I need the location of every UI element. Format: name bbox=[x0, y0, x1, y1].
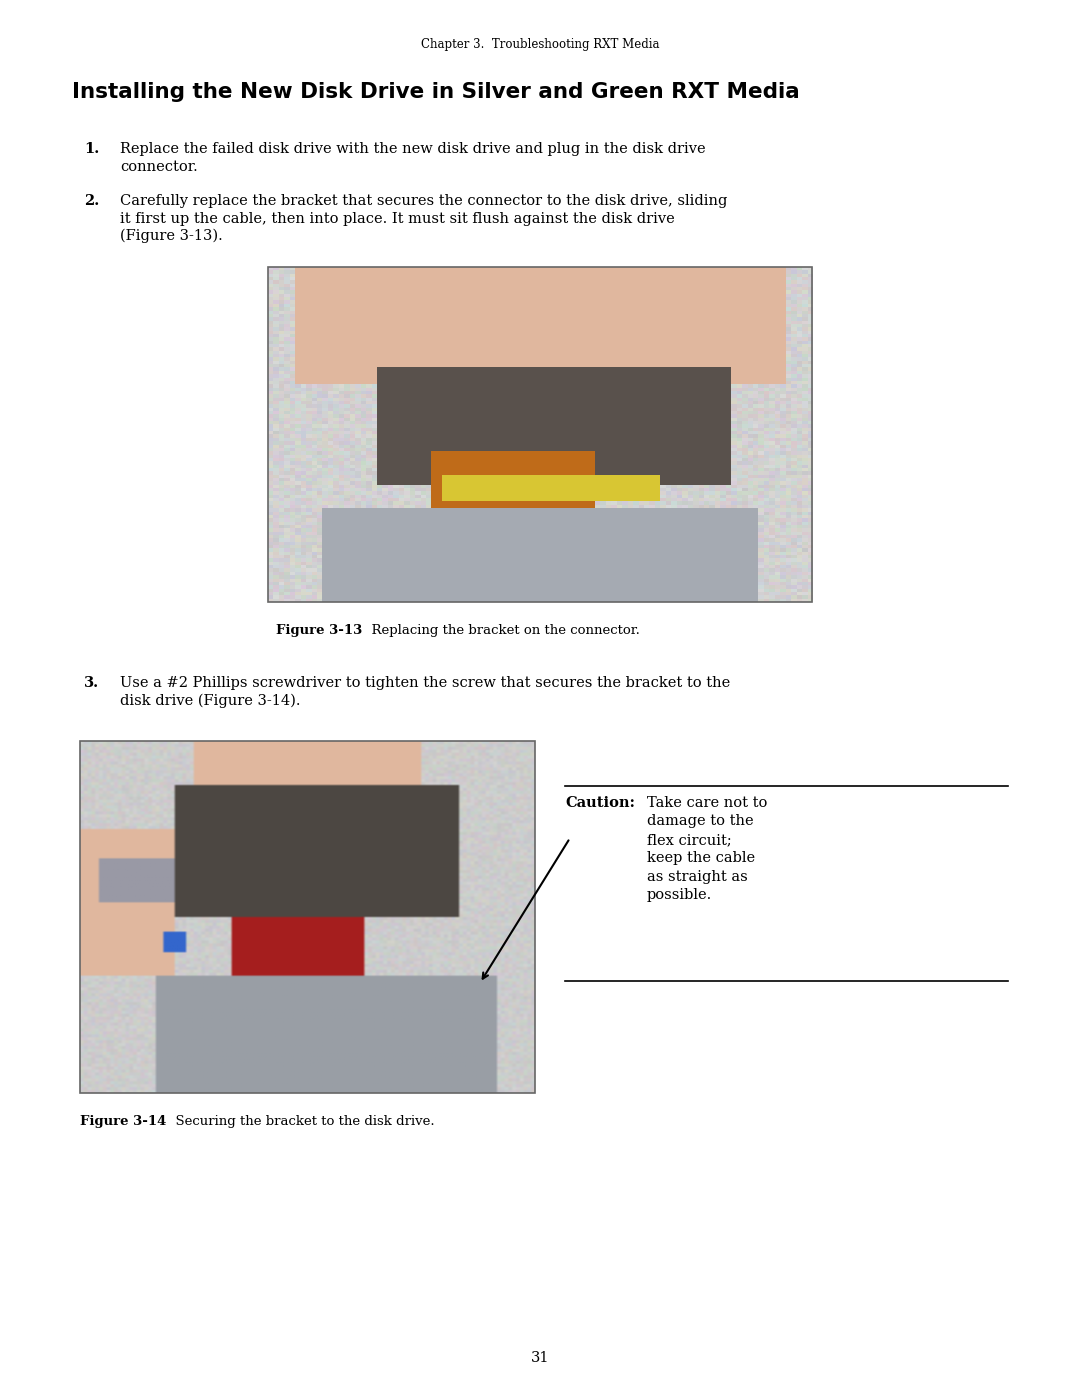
Text: Replacing the bracket on the connector.: Replacing the bracket on the connector. bbox=[363, 624, 639, 637]
Text: 1.: 1. bbox=[84, 142, 99, 156]
Text: disk drive (Figure 3-14).: disk drive (Figure 3-14). bbox=[120, 693, 300, 708]
Text: damage to the: damage to the bbox=[647, 814, 754, 828]
Text: Take care not to: Take care not to bbox=[647, 796, 768, 810]
Text: (Figure 3-13).: (Figure 3-13). bbox=[120, 229, 222, 243]
Text: 31: 31 bbox=[530, 1351, 550, 1365]
Text: keep the cable: keep the cable bbox=[647, 852, 755, 866]
Bar bbox=[80, 740, 535, 1092]
Bar bbox=[268, 267, 812, 602]
Text: Figure 3-13: Figure 3-13 bbox=[275, 624, 362, 637]
Text: connector.: connector. bbox=[120, 159, 198, 173]
Text: Replace the failed disk drive with the new disk drive and plug in the disk drive: Replace the failed disk drive with the n… bbox=[120, 142, 705, 156]
Text: Figure 3-14: Figure 3-14 bbox=[80, 1115, 166, 1127]
Text: it first up the cable, then into place. It must sit flush against the disk drive: it first up the cable, then into place. … bbox=[120, 211, 675, 225]
Text: possible.: possible. bbox=[647, 888, 712, 902]
Text: Use a #2 Phillips screwdriver to tighten the screw that secures the bracket to t: Use a #2 Phillips screwdriver to tighten… bbox=[120, 676, 730, 690]
Text: flex circuit;: flex circuit; bbox=[647, 833, 732, 847]
Text: Chapter 3.  Troubleshooting RXT Media: Chapter 3. Troubleshooting RXT Media bbox=[421, 38, 659, 52]
Text: 3.: 3. bbox=[84, 676, 99, 690]
Text: Securing the bracket to the disk drive.: Securing the bracket to the disk drive. bbox=[167, 1115, 434, 1127]
Text: Caution:: Caution: bbox=[565, 796, 635, 810]
Text: Installing the New Disk Drive in Silver and Green RXT Media: Installing the New Disk Drive in Silver … bbox=[72, 82, 800, 102]
Text: 2.: 2. bbox=[84, 194, 99, 208]
Text: as straight as: as straight as bbox=[647, 870, 747, 884]
Text: Carefully replace the bracket that secures the connector to the disk drive, slid: Carefully replace the bracket that secur… bbox=[120, 194, 727, 208]
